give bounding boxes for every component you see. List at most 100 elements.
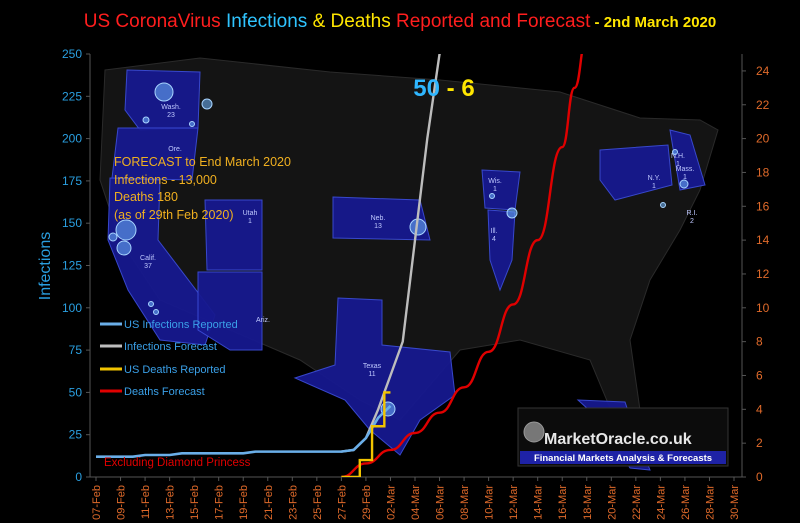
map-state-count: 1: [683, 174, 687, 181]
x-tick-label: 08-Mar: [459, 485, 471, 520]
x-tick-label: 02-Mar: [385, 485, 397, 520]
map-state-count: 4: [492, 236, 496, 243]
x-tick-label: 11-Feb: [140, 485, 152, 519]
legend-label-deaths-forecast: Deaths Forecast: [124, 386, 205, 398]
bubble: [489, 193, 495, 199]
map-state-label: N.Y.: [648, 175, 661, 182]
watermark-tagline: Financial Markets Analysis & Forecasts: [534, 453, 712, 464]
state-new-england: [669, 129, 706, 191]
map-state-label: Wash.: [161, 104, 181, 111]
x-tick-label: 27-Feb: [336, 485, 348, 520]
bubble: [660, 202, 666, 208]
right-tick-label: 0: [756, 470, 763, 484]
bubble: [115, 219, 137, 241]
x-tick-label: 25-Feb: [312, 485, 324, 520]
x-tick-label: 20-Mar: [606, 485, 618, 520]
right-tick-label: 22: [756, 98, 770, 112]
bubble: [148, 301, 154, 307]
right-tick-label: 8: [756, 335, 763, 349]
series-infections-reported: [96, 405, 392, 458]
left-tick-label: 175: [62, 174, 82, 188]
excluding-note: Excluding Diamond Princess: [104, 457, 251, 469]
x-tick-label: 16-Mar: [557, 485, 569, 520]
right-tick-label: 12: [756, 267, 770, 281]
bubble: [153, 309, 159, 315]
bubble: [679, 179, 689, 189]
x-tick-label: 30-Mar: [729, 485, 741, 520]
bubble: [154, 82, 174, 102]
state-oregon: [111, 127, 199, 181]
left-tick-label: 0: [75, 470, 82, 484]
title-part-1: US CoronaVirus: [84, 11, 226, 32]
x-tick-label: 28-Mar: [704, 485, 716, 520]
map-state-label: Mass.: [676, 166, 695, 173]
map-state-label: Ore.: [168, 146, 182, 153]
x-axis-ticks: 07-Feb 09-Feb 11-Feb 13-Feb 15-Feb 17-Feb 19-F…: [91, 477, 741, 520]
left-tick-label: 125: [62, 259, 82, 273]
x-tick-label: 19-Feb: [238, 485, 250, 520]
left-axis-ticks: 0 25 50 75 100 125 150 175 200 225 250: [62, 47, 90, 484]
x-tick-label: 07-Feb: [91, 485, 103, 520]
bubble: [116, 240, 132, 256]
right-tick-label: 10: [756, 301, 770, 315]
watermark-oracle-icon: [523, 421, 545, 443]
map-state-label: Texas: [363, 363, 382, 370]
chart-title: US CoronaVirus Infections & Deaths Repor…: [84, 11, 717, 32]
bubble: [672, 149, 678, 155]
big-count-infections: 50: [413, 75, 440, 102]
watermark: MarketOracle.co.uk Financial Markets Ana…: [517, 407, 729, 467]
map-state-count: 1: [493, 186, 497, 193]
map-state-label: N.H.: [671, 153, 685, 160]
state-texas: [293, 297, 456, 456]
forecast-note-line-3: Deaths 180: [114, 190, 178, 204]
watermark-tagline-bar: [520, 451, 726, 464]
title-part-3: &: [307, 11, 330, 32]
x-tick-label: 22-Mar: [631, 485, 643, 520]
series-deaths-reported: [341, 391, 391, 477]
state-wisconsin: [481, 169, 521, 211]
x-tick-label: 14-Mar: [533, 485, 545, 520]
map-state-labels: Wash.23Ore.Calif.37Utah1Ariz.Neb.13Texas…: [140, 104, 697, 430]
x-tick-label: 29-Feb: [361, 485, 373, 520]
left-tick-label: 75: [69, 343, 83, 357]
big-counts-label: 50 - 6: [413, 75, 474, 102]
left-tick-label: 225: [62, 89, 82, 103]
legend-label-infections-forecast: Infections Forecast: [124, 341, 217, 353]
x-tick-label: 23-Feb: [287, 485, 299, 520]
right-tick-label: 6: [756, 368, 763, 382]
bubble: [201, 98, 213, 110]
left-tick-label: 100: [62, 301, 82, 315]
right-tick-label: 2: [756, 436, 763, 450]
series-deaths-forecast: [341, 54, 583, 477]
title-part-4: Deaths: [331, 11, 391, 32]
series-layer: [96, 54, 583, 477]
title-part-5: Reported and Forecast: [391, 11, 591, 32]
forecast-note-line-1: FORECAST to End March 2020: [114, 155, 291, 169]
us-map-backdrop: [99, 57, 719, 471]
x-tick-label: 06-Mar: [435, 485, 447, 520]
map-state-label: Wis.: [488, 178, 502, 185]
map-state-count: 1: [248, 218, 252, 225]
left-tick-label: 50: [69, 385, 83, 399]
x-tick-label: 10-Mar: [484, 485, 496, 520]
map-state-label: Calif.: [140, 255, 156, 262]
map-state-count: 2: [690, 218, 694, 225]
left-tick-label: 25: [69, 428, 83, 442]
legend-label-infections-reported: US Infections Reported: [124, 319, 238, 331]
map-state-count: 23: [167, 112, 175, 119]
x-tick-label: 21-Feb: [263, 485, 275, 520]
forecast-note-line-4: (as of 29th Feb 2020): [114, 208, 234, 222]
x-tick-label: 12-Mar: [508, 485, 520, 520]
map-state-label: Neb.: [371, 215, 386, 222]
right-tick-label: 20: [756, 132, 770, 146]
x-tick-label: 13-Feb: [165, 485, 177, 520]
x-tick-label: 18-Mar: [582, 485, 594, 520]
state-utah: [204, 199, 263, 271]
map-state-count: 11: [368, 371, 375, 378]
x-tick-label: 04-Mar: [410, 485, 422, 520]
bubble: [189, 121, 195, 127]
y-axis-label: Infections: [37, 232, 54, 300]
x-tick-label: 09-Feb: [116, 485, 128, 520]
bubble: [506, 207, 518, 219]
